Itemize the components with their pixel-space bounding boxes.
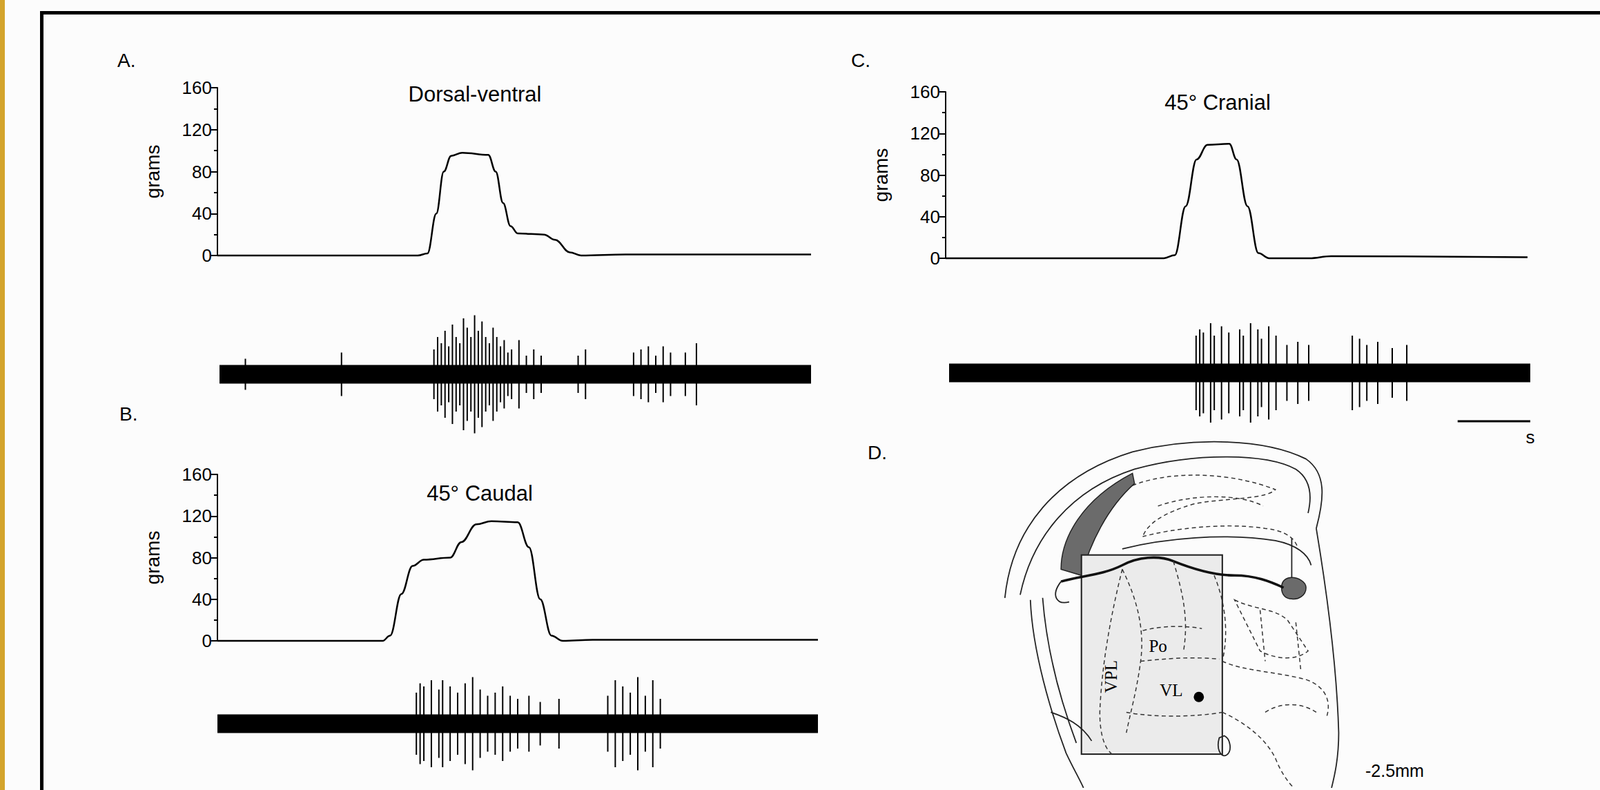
svg-text:D.: D. [867, 441, 887, 464]
svg-text:C.: C. [851, 49, 871, 72]
svg-text:grams: grams [142, 530, 164, 585]
svg-text:A.: A. [117, 49, 136, 72]
svg-text:40: 40 [191, 202, 212, 224]
svg-text:grams: grams [870, 148, 892, 203]
svg-text:160: 160 [182, 77, 212, 99]
svg-text:80: 80 [191, 161, 212, 183]
svg-text:Po: Po [1148, 636, 1168, 656]
svg-text:VPL: VPL [1101, 659, 1121, 693]
svg-text:0: 0 [202, 630, 212, 651]
svg-text:160: 160 [182, 463, 212, 485]
svg-text:s: s [1526, 426, 1536, 448]
svg-text:40: 40 [920, 206, 941, 228]
svg-text:120: 120 [182, 119, 212, 141]
svg-text:-2.5mm: -2.5mm [1365, 760, 1424, 780]
svg-text:VL: VL [1159, 680, 1184, 700]
svg-text:45° Cranial: 45° Cranial [1164, 90, 1271, 115]
svg-text:45° Caudal: 45° Caudal [426, 481, 533, 506]
svg-text:120: 120 [182, 505, 212, 526]
svg-text:Dorsal-ventral: Dorsal-ventral [408, 82, 542, 107]
svg-text:80: 80 [920, 164, 941, 186]
svg-text:120: 120 [910, 122, 941, 144]
svg-text:0: 0 [930, 247, 941, 269]
svg-text:0: 0 [202, 245, 212, 266]
svg-text:B.: B. [119, 403, 138, 425]
svg-text:40: 40 [191, 588, 212, 610]
svg-text:80: 80 [191, 547, 212, 569]
svg-text:160: 160 [910, 81, 941, 103]
svg-text:grams: grams [142, 144, 164, 199]
